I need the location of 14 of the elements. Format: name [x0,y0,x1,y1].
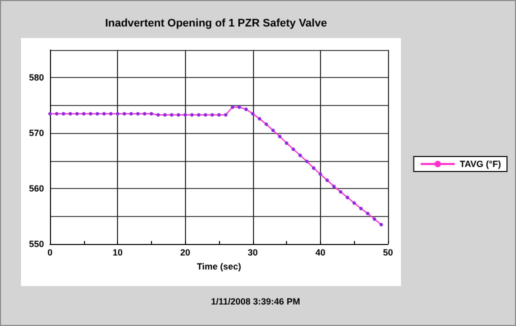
y-tick-label: 570 [28,128,44,138]
chart-title: Inadvertent Opening of 1 PZR Safety Valve [105,18,327,30]
y-tick-label: 550 [28,239,44,249]
x-tick-label: 20 [180,248,190,258]
y-tick-label: 560 [28,184,44,194]
text: 1/11/2008 3:39:46 PM [210,296,300,306]
x-axis-title: Time (sec) [196,262,242,272]
x-tick-label: 10 [112,248,123,258]
x-tick-label: 0 [47,248,53,258]
x-tick-label: 40 [315,248,326,258]
x-tick-label: 30 [248,248,258,258]
legend-label: TAVG (°F) [460,159,502,169]
x-tick-label: 50 [382,248,394,258]
y-tick-label: 580 [28,72,44,83]
